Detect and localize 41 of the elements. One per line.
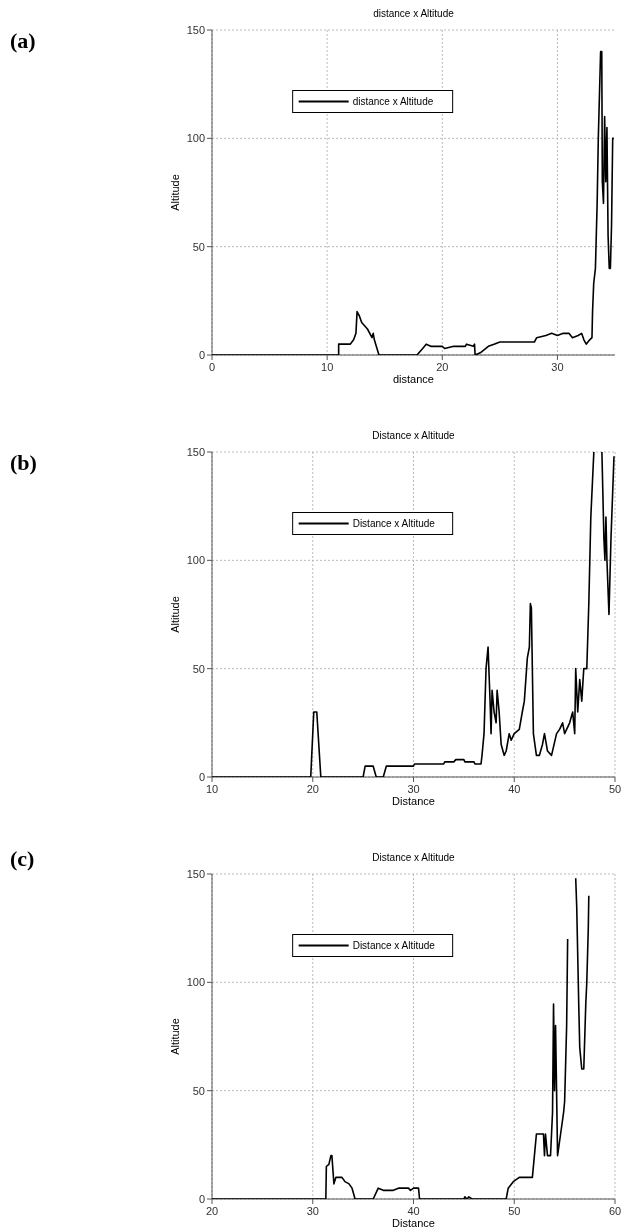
legend-label: Distance x Altitude [352, 518, 436, 529]
x-tick-label: 40 [508, 783, 521, 795]
y-tick-label: 50 [192, 662, 205, 675]
x-tick-label: 30 [407, 783, 420, 795]
y-tick-label: 100 [186, 554, 205, 567]
x-tick-label: 10 [205, 783, 219, 795]
y-tick-label: 100 [186, 132, 205, 145]
x-tick-label: 60 [608, 1205, 622, 1217]
text: (a) [10, 28, 36, 53]
chart-title: Distance x Altitude [372, 852, 456, 863]
x-tick-label: 30 [306, 1205, 319, 1217]
legend-label: distance x Altitude [352, 96, 434, 107]
x-tick-label: 20 [306, 783, 319, 795]
x-axis-title: distance [393, 373, 434, 385]
legend-label: Distance x Altitude [352, 940, 436, 951]
y-tick-label: 50 [192, 240, 205, 253]
text: (b) [10, 450, 37, 475]
y-tick-label: 150 [186, 867, 205, 880]
x-tick-label: 50 [508, 1205, 521, 1217]
x-tick-label: 20 [205, 1205, 219, 1217]
y-tick-label: 0 [198, 348, 205, 361]
y-tick-label: 100 [186, 976, 205, 989]
x-tick-label: 40 [407, 1205, 420, 1217]
y-axis-title: Altitude [169, 596, 181, 633]
y-axis-title: Altitude [169, 174, 181, 211]
x-tick-label: 30 [551, 361, 564, 373]
y-tick-label: 150 [186, 445, 205, 458]
chart-title: Distance x Altitude [372, 430, 456, 441]
x-tick-label: 20 [436, 361, 449, 373]
x-tick-label: 50 [608, 783, 622, 795]
y-tick-label: 150 [186, 23, 205, 36]
x-axis-title: Distance [392, 795, 435, 807]
x-tick-label: 0 [208, 361, 216, 373]
x-axis-title: Distance [392, 1217, 435, 1229]
y-tick-label: 50 [192, 1084, 205, 1097]
x-tick-label: 10 [321, 361, 334, 373]
chart-title: distance x Altitude [373, 8, 455, 19]
y-tick-label: 0 [198, 770, 205, 783]
y-axis-title: Altitude [169, 1018, 181, 1055]
text: (c) [10, 846, 35, 871]
y-tick-label: 0 [198, 1192, 205, 1205]
